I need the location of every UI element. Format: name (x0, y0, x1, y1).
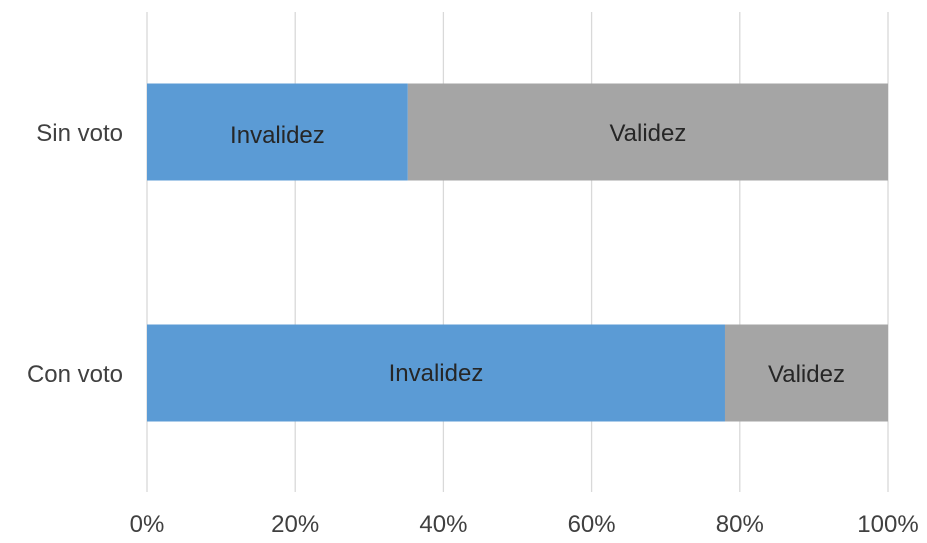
data-label: Validez (768, 361, 845, 388)
x-tick-label: 100% (857, 511, 918, 538)
category-axis: Sin voto Con voto (27, 120, 123, 388)
x-tick-label: 80% (716, 511, 764, 538)
y-category-label: Con voto (27, 361, 123, 388)
data-labels: Invalidez Validez Invalidez Validez (230, 120, 845, 388)
x-tick-label: 20% (271, 511, 319, 538)
bar-segment (407, 83, 888, 181)
value-axis: 0% 20% 40% 60% 80% 100% (130, 511, 919, 538)
bar-segment (147, 324, 725, 422)
data-label: Validez (609, 120, 686, 147)
data-label: Invalidez (230, 122, 325, 149)
data-label: Invalidez (389, 360, 484, 387)
bar-segment (724, 324, 888, 422)
x-tick-label: 40% (419, 511, 467, 538)
x-tick-label: 60% (568, 511, 616, 538)
bars (147, 83, 888, 422)
y-category-label: Sin voto (36, 120, 123, 147)
bar-segment (147, 83, 408, 181)
x-tick-label: 0% (130, 511, 165, 538)
